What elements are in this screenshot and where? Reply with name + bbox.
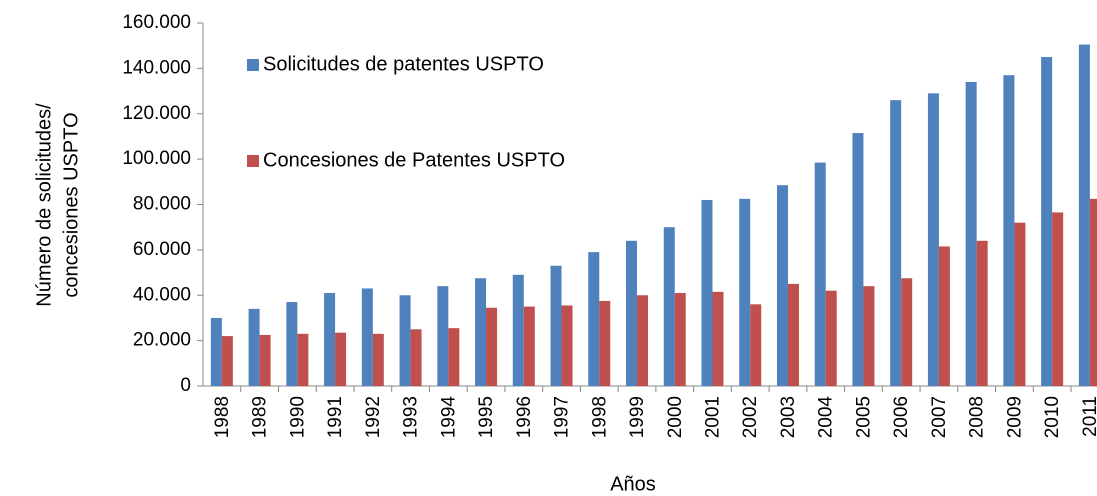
- bar: [787, 283, 799, 386]
- x-tick-label: 1998: [589, 396, 610, 438]
- bar: [965, 81, 977, 387]
- bar: [1003, 75, 1015, 387]
- x-tick-label: 2011: [1080, 396, 1097, 437]
- bar: [976, 240, 988, 386]
- bar: [512, 274, 524, 386]
- x-tick-label: 1997: [552, 396, 573, 438]
- y-tick-label: 40.000: [133, 284, 191, 305]
- y-tick-label: 140.000: [122, 57, 191, 78]
- x-tick-label: 1988: [212, 396, 233, 438]
- bar: [863, 286, 875, 386]
- bar: [712, 291, 724, 386]
- bar: [588, 252, 600, 386]
- bar: [550, 265, 562, 386]
- bar: [248, 308, 260, 386]
- x-tick-label: 1991: [325, 396, 346, 438]
- bar: [437, 286, 449, 386]
- y-tick-label: 80.000: [133, 194, 191, 215]
- x-tick-label: 2009: [1004, 396, 1025, 438]
- y-axis-title: concesiones USPTO: [60, 112, 82, 297]
- y-tick-label: 100.000: [122, 148, 191, 169]
- x-tick-label: 2010: [1042, 396, 1063, 438]
- x-tick-label: 1990: [287, 396, 308, 438]
- x-tick-label: 1992: [363, 396, 384, 438]
- x-tick-label: 2003: [778, 396, 799, 438]
- y-tick-label: 60.000: [133, 239, 191, 260]
- legend-label: Concesiones de Patentes USPTO: [263, 149, 565, 171]
- bar: [561, 305, 573, 386]
- bar: [324, 292, 336, 386]
- y-tick-label: 20.000: [133, 330, 191, 351]
- bar: [927, 93, 939, 387]
- bar: [335, 332, 347, 386]
- legend-swatch: [247, 155, 259, 167]
- y-axis-title: Número de solicitudes/: [33, 103, 55, 307]
- bar: [739, 198, 751, 386]
- bar: [626, 240, 638, 386]
- x-tick-label: 1995: [476, 396, 497, 438]
- bar: [1089, 198, 1097, 386]
- bar: [814, 162, 826, 386]
- bar: [637, 295, 649, 386]
- bar: [361, 288, 373, 386]
- bar: [372, 333, 384, 386]
- bar: [701, 199, 713, 386]
- bar: [938, 246, 950, 386]
- bar: [523, 306, 535, 386]
- x-tick-label: 1996: [514, 396, 535, 438]
- bar: [674, 292, 686, 386]
- bar: [221, 336, 233, 386]
- bar: [901, 278, 913, 386]
- bar: [1052, 212, 1064, 386]
- x-tick-label: 1989: [250, 396, 271, 438]
- legend-label: Solicitudes de patentes USPTO: [263, 53, 544, 75]
- bar: [210, 317, 222, 386]
- x-tick-label: 1999: [627, 396, 648, 438]
- bar: [663, 227, 675, 386]
- bar: [852, 133, 864, 386]
- x-tick-label: 1993: [401, 396, 422, 438]
- y-tick-label: 160.000: [122, 12, 191, 33]
- bar: [1041, 57, 1053, 386]
- bar: [297, 333, 309, 386]
- x-tick-label: 2000: [665, 396, 686, 438]
- x-tick-label: 2006: [891, 396, 912, 438]
- bar: [486, 307, 498, 386]
- x-tick-label: 1994: [438, 396, 459, 439]
- bar: [776, 185, 788, 386]
- bar: [825, 290, 837, 386]
- bar: [890, 100, 902, 386]
- x-tick-label: 2005: [853, 396, 874, 438]
- bar: [1014, 222, 1026, 386]
- bar: [286, 302, 298, 386]
- legend-swatch: [247, 59, 259, 71]
- y-tick-label: 120.000: [122, 103, 191, 124]
- bar: [475, 278, 487, 386]
- bar: [599, 300, 611, 386]
- bar: [410, 329, 422, 386]
- x-tick-label: 2001: [703, 396, 724, 438]
- bar: [448, 328, 460, 386]
- x-tick-label: 2008: [967, 396, 988, 438]
- x-tick-label: 2004: [816, 396, 837, 439]
- x-tick-label: 2002: [740, 396, 761, 438]
- bar: [259, 334, 271, 386]
- y-tick-label: 0: [180, 375, 191, 396]
- bar: [399, 295, 411, 386]
- x-axis-title: Años: [610, 473, 656, 495]
- bar: [1078, 44, 1090, 386]
- bar: [750, 304, 762, 386]
- x-tick-label: 2007: [929, 396, 950, 438]
